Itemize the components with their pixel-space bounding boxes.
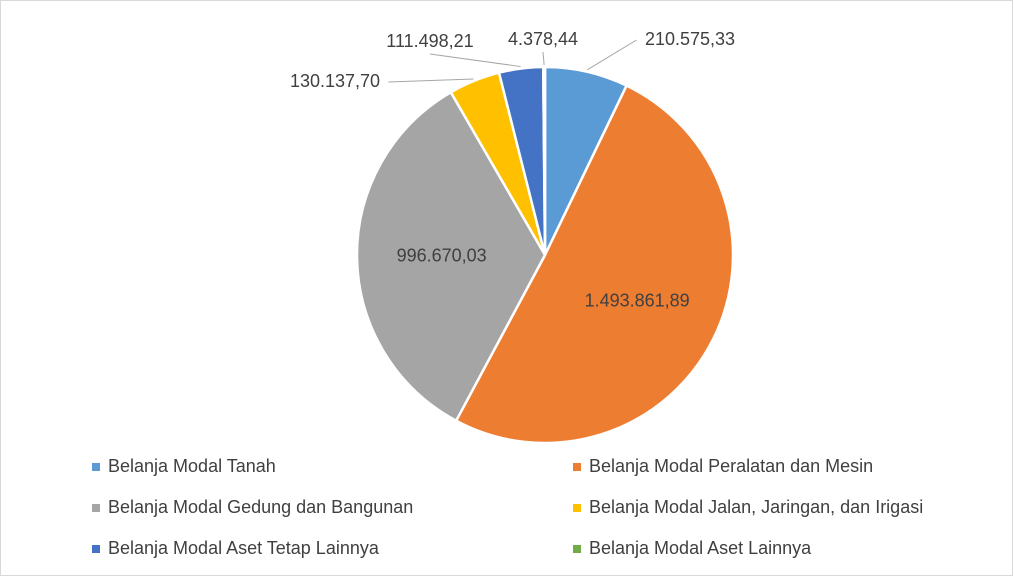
data-label: 130.137,70 <box>290 71 380 91</box>
leader-line <box>429 53 521 68</box>
legend-label: Belanja Modal Aset Tetap Lainnya <box>108 538 380 558</box>
leader-line <box>388 78 474 83</box>
data-label: 4.378,44 <box>508 29 578 49</box>
legend-label: Belanja Modal Peralatan dan Mesin <box>589 456 873 476</box>
legend-swatch <box>92 463 100 471</box>
legend-swatch <box>573 463 581 471</box>
data-label: 111.498,21 <box>386 31 473 51</box>
legend-label: Belanja Modal Gedung dan Bangunan <box>108 497 413 517</box>
leader-line <box>587 39 637 71</box>
legend-swatch <box>573 545 581 553</box>
pie-slice <box>454 83 735 445</box>
legend-label: Belanja Modal Jalan, Jaringan, dan Iriga… <box>589 497 923 517</box>
legend-label: Belanja Modal Tanah <box>108 456 276 476</box>
data-label: 1.493.861,89 <box>585 291 690 311</box>
leader-line <box>542 51 545 66</box>
data-label: 996.670,03 <box>397 245 487 265</box>
legend-swatch <box>92 504 100 512</box>
legend-swatch <box>573 504 581 512</box>
pie-slice <box>541 65 547 256</box>
legend-label: Belanja Modal Aset Lainnya <box>589 538 812 558</box>
data-label: 210.575,33 <box>645 29 735 49</box>
legend-swatch <box>92 545 100 553</box>
